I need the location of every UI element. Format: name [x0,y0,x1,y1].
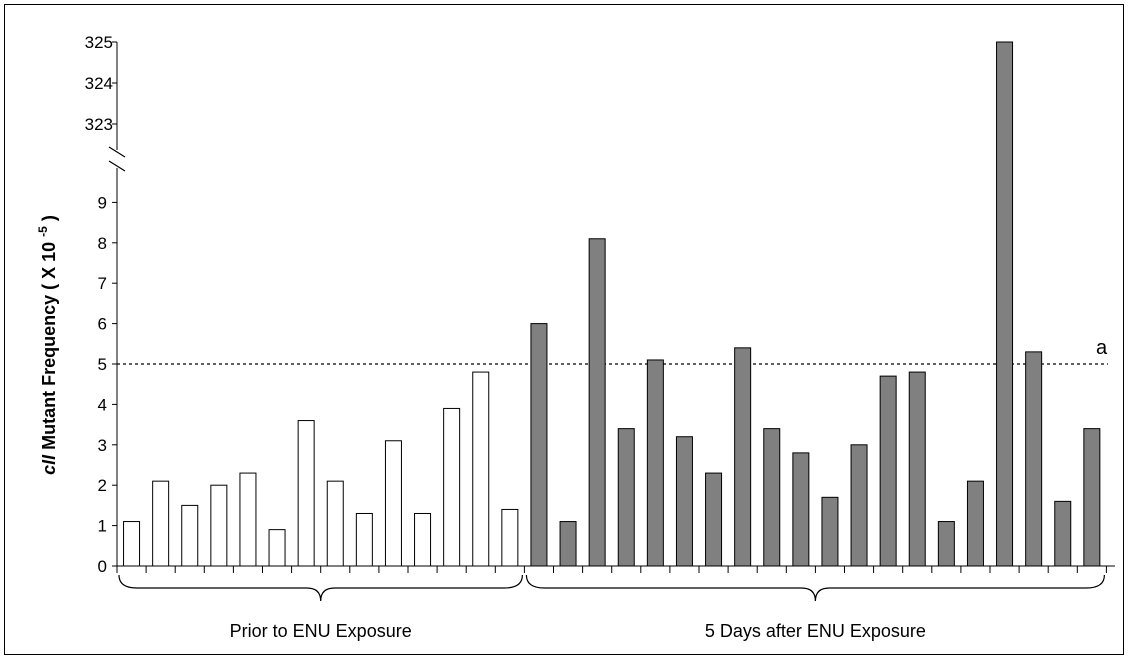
bar [384,440,402,567]
group-brace [118,574,523,602]
bar [821,496,839,567]
bar [705,472,723,567]
bar [617,428,635,567]
bar [879,375,897,567]
y-axis-title-exp: -5 [36,226,50,237]
bars [123,41,1101,567]
bar [1083,428,1101,567]
y-tick-label: 8 [98,234,107,253]
group-brace [525,574,1105,602]
y-tick-label: 325 [85,33,113,52]
bar [1054,500,1072,567]
bar [559,521,577,567]
bar [123,521,141,567]
y-tick-label: 2 [98,476,107,495]
bar [443,407,461,567]
bar [326,480,344,567]
bar [966,480,984,567]
bar [355,512,373,567]
axes [108,41,1115,602]
y-tick-label: 324 [85,74,113,93]
y-tick-label: 9 [98,193,107,212]
bar [210,484,228,567]
labels: 0 1 2 3 4 5 6 7 8 9 323 324 325 a Prior to ENU Exposur… [85,33,1108,641]
y-tick-label: 0 [98,557,107,576]
bar [530,323,548,567]
y-tick-label: 6 [98,315,107,334]
y-tick-label: 323 [85,115,113,134]
bar [908,371,926,567]
y-tick-label: 7 [98,274,107,293]
y-tick-label: 4 [98,395,107,414]
bar [996,41,1014,567]
bar [297,420,315,567]
bar [937,521,955,567]
axis-break-mark-lower [108,160,126,172]
bar [472,371,490,567]
group-label: Prior to ENU Exposure [230,621,412,641]
y-axis-title-main: Mutant Frequency ( X 10 [39,237,59,455]
bar [792,452,810,567]
bar [646,359,664,567]
bar [181,504,199,567]
bar [675,436,693,567]
y-tick-label: 1 [98,517,107,536]
y-axis-title: cII Mutant Frequency ( X 10 -5 ) [36,215,59,475]
axis-break-mark-upper [108,146,126,158]
bar [850,444,868,567]
bar [414,512,432,567]
threshold-label: a [1096,337,1108,359]
y-tick-label: 3 [98,436,107,455]
y-axis-title-close: ) [39,215,59,226]
bar [1025,351,1043,567]
y-tick-label: 5 [98,355,107,374]
bar [588,238,606,567]
bar [763,428,781,567]
bar [734,347,752,567]
group-label: 5 Days after ENU Exposure [705,621,926,641]
bar [268,529,286,567]
bar [239,472,257,567]
bar [501,508,519,567]
bar [152,480,170,567]
y-axis-title-italic: cII [39,454,59,475]
